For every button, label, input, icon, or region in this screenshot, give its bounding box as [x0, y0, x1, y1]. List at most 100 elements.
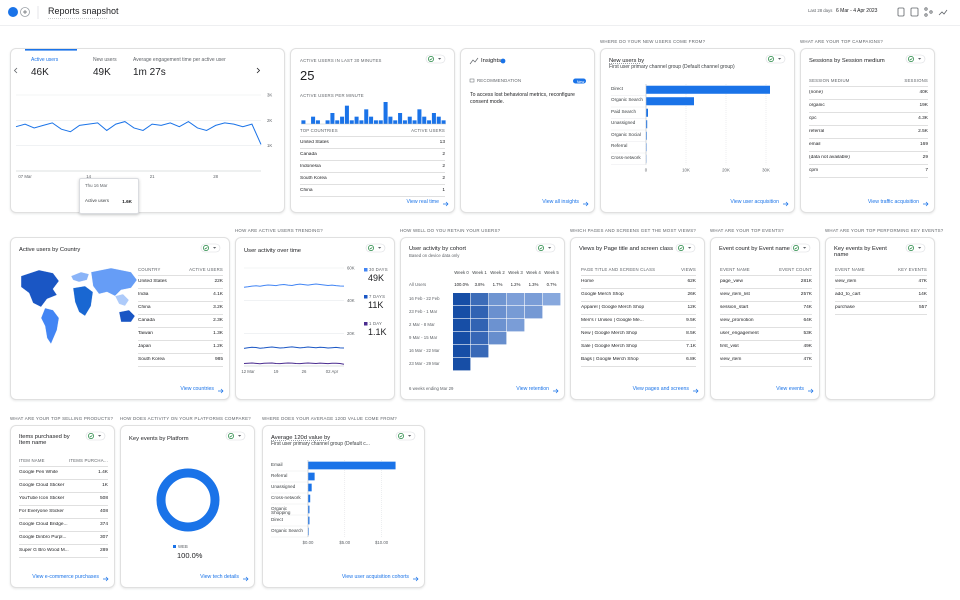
card-link[interactable]: View all insights	[542, 199, 579, 206]
bar	[330, 113, 335, 124]
card-link[interactable]: View tech details	[200, 574, 239, 581]
card-graphics: 1K 2K 3K 07 Mar 14 21 28	[13, 49, 272, 179]
table-rule	[720, 327, 812, 328]
bar	[311, 116, 316, 124]
card-controls[interactable]	[790, 243, 811, 253]
dropdown-caret	[438, 58, 442, 60]
data-line	[243, 362, 345, 365]
card-title: Sessions by Session medium	[809, 58, 885, 64]
x-tick-label: $5.00	[339, 540, 350, 545]
table-rule	[809, 138, 928, 139]
card-link[interactable]: View retention	[516, 386, 549, 393]
card-controls[interactable]	[905, 243, 926, 253]
table-rule	[138, 327, 223, 328]
table-rule	[720, 340, 812, 341]
bar-label: Email	[271, 461, 283, 467]
row-label: 23 Mar - 29 Mar	[409, 361, 440, 366]
table-label: Sale | Google Merch Shop	[581, 344, 638, 349]
table-rule	[581, 288, 696, 289]
table-header: KEY EVENTS	[898, 268, 927, 272]
status-icon	[203, 245, 209, 251]
card-controls[interactable]	[200, 243, 221, 253]
cohort-cell	[507, 319, 525, 332]
table-label: (none)	[809, 90, 823, 95]
add-icon	[23, 10, 27, 14]
column-header: Week 5	[544, 270, 559, 275]
tab-label[interactable]: New users	[93, 57, 117, 63]
table-label: China	[138, 305, 151, 310]
table-label: Google Pen White	[19, 470, 58, 475]
card-controls[interactable]	[675, 243, 696, 253]
bar-label: Direct	[271, 516, 283, 522]
card-controls[interactable]	[225, 431, 246, 441]
card-link[interactable]: View pages and screens	[632, 386, 689, 393]
card-link[interactable]: View traffic acquisition	[867, 199, 919, 206]
y-tick-label: 2K	[267, 118, 272, 123]
status-check	[769, 57, 773, 61]
table-value: 557	[918, 305, 927, 310]
cohort-cell	[453, 306, 471, 319]
bar	[383, 102, 388, 124]
card-graphics	[905, 54, 929, 207]
card-controls[interactable]	[85, 431, 106, 441]
tab-label[interactable]: Average engagement time per active user	[133, 57, 226, 63]
toolbar-icons[interactable]	[897, 7, 948, 17]
card-controls[interactable]	[765, 54, 786, 64]
insights-badge	[500, 58, 506, 64]
card-controls[interactable]	[395, 431, 416, 441]
card: View events Event count by Event name EVEN…	[710, 237, 820, 400]
table-rule	[581, 366, 696, 367]
table-label: add_to_cart	[835, 292, 861, 297]
dropdown-caret	[548, 247, 552, 249]
card-link[interactable]: View events	[776, 386, 804, 393]
cohort-cell	[453, 293, 471, 306]
bar	[431, 113, 436, 124]
table-value: 1K	[102, 483, 108, 488]
bar-label: Organic Search	[271, 527, 303, 533]
bar	[301, 120, 306, 124]
card: 1K 2K 3K 07 Mar 14 21 28 Active users 46K New use…	[10, 48, 285, 214]
table-value: 62K	[687, 279, 696, 284]
card-controls[interactable]	[365, 243, 386, 253]
card-link[interactable]: View countries	[180, 386, 214, 393]
tab-label[interactable]: Active users	[31, 57, 59, 63]
table-rule	[720, 353, 812, 354]
card-question: HOW WELL DO YOU RETAIN YOUR USERS?	[400, 228, 501, 233]
card-link[interactable]: View real time	[406, 199, 439, 206]
y-tick-label: 20K	[347, 331, 355, 336]
cohort-cell	[453, 345, 471, 358]
table-header: TOP COUNTRIES	[300, 129, 338, 133]
x-tick-label: 19	[274, 369, 279, 374]
date-range[interactable]: 6 Mar - 4 Apr 2023	[836, 7, 878, 14]
table-header: EVENT NAME	[835, 268, 865, 272]
legend-name: 7 DAYS	[369, 294, 386, 299]
card-subtitle: Based on device data only	[409, 253, 460, 258]
card: View countries Active users by Country COU…	[10, 237, 230, 400]
cohort-cell	[453, 319, 471, 332]
bar	[364, 109, 369, 124]
bar-label: Organic Social	[611, 131, 641, 137]
card-link[interactable]: View e-commerce purchases	[32, 574, 99, 581]
table-header: ACTIVE USERS	[411, 129, 445, 133]
cohort-cell	[453, 358, 471, 371]
control-frame	[85, 431, 106, 441]
dropdown-caret	[688, 247, 692, 249]
card-controls[interactable]	[425, 54, 446, 64]
table-label: first_visit	[720, 344, 739, 349]
tag-icon	[469, 78, 475, 83]
donut-segment	[156, 468, 220, 532]
card-controls[interactable]	[535, 243, 556, 253]
card-controls[interactable]	[905, 54, 926, 64]
y-tick-label: 1K	[267, 143, 272, 148]
dropdown-caret	[803, 247, 807, 249]
table-rule	[809, 99, 928, 100]
column-header: Week 3	[508, 270, 523, 275]
x-tick-label: 20K	[722, 168, 730, 173]
card-link[interactable]: View user acquisition	[730, 199, 779, 206]
card-link[interactable]: View user acquisition cohorts	[341, 574, 409, 581]
logo	[8, 7, 18, 17]
legend-name: 1 DAY	[369, 321, 383, 326]
cohort-total: 3.8%	[474, 282, 485, 287]
add-icon[interactable]	[20, 7, 30, 17]
table-value: 19K	[919, 103, 928, 108]
